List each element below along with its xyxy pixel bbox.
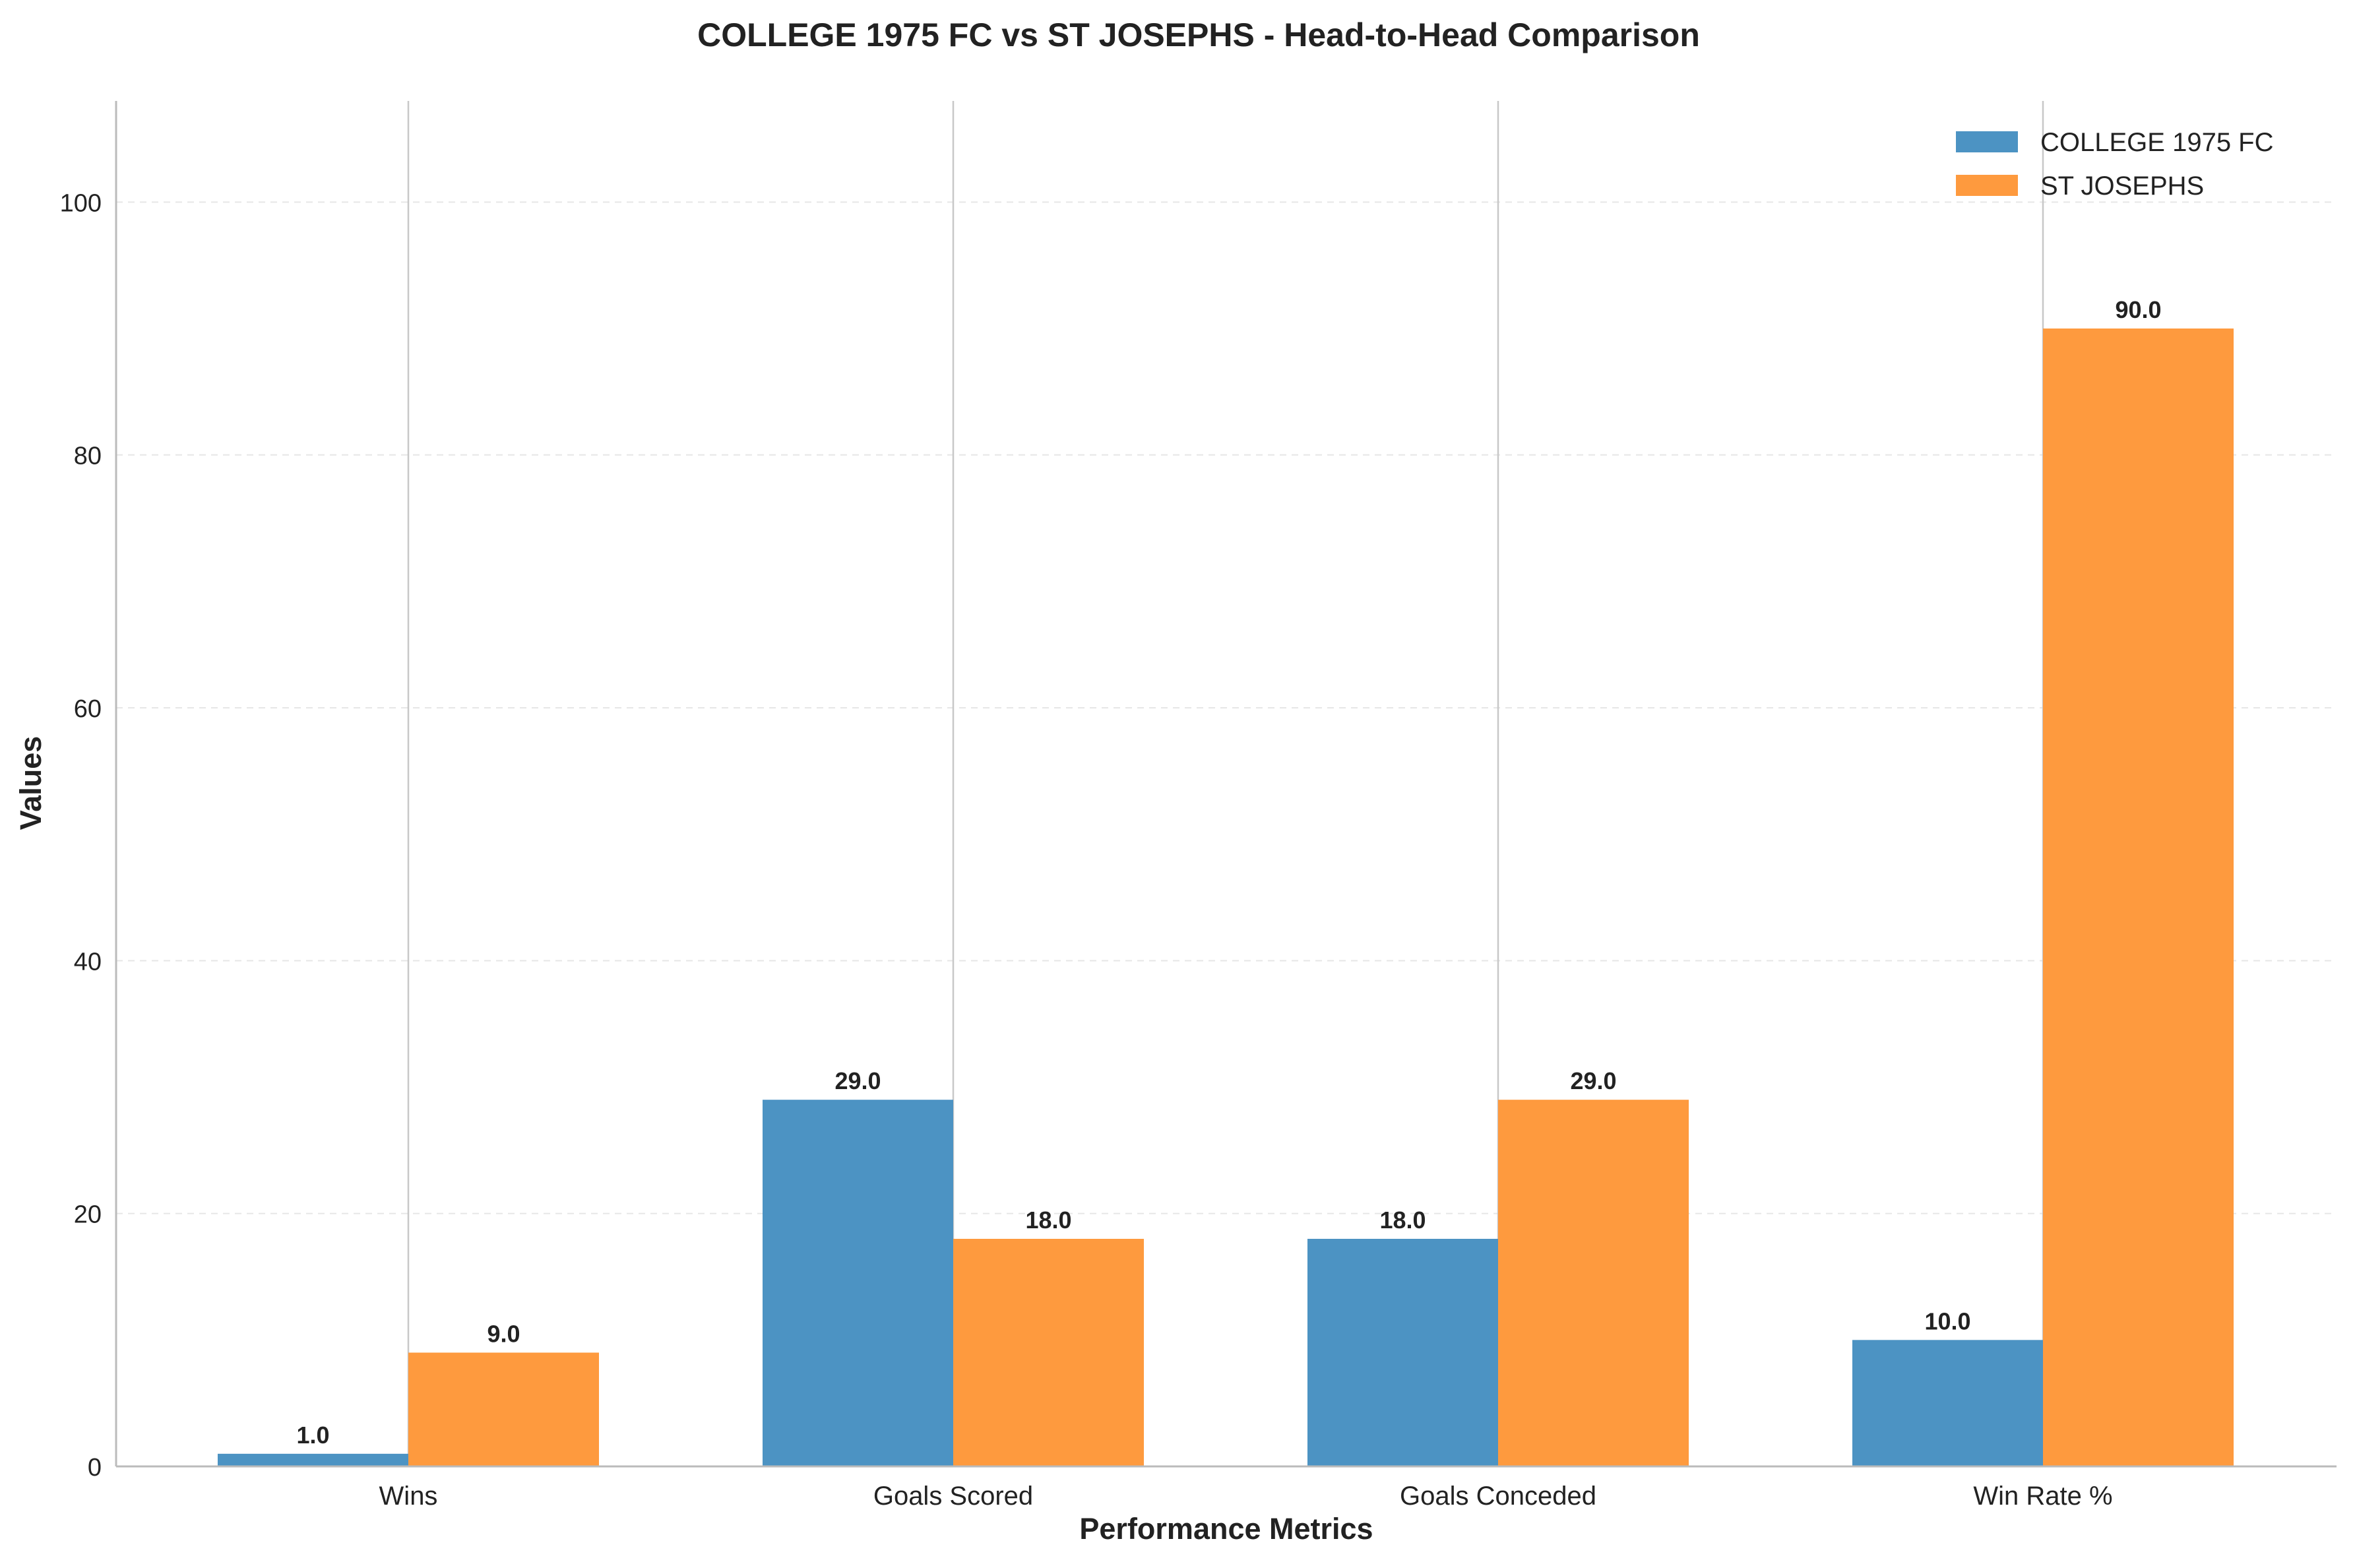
data-labels: 1.0 29.0 18.0 10.0 9.0 18.0 29.0 90.0 xyxy=(296,296,2161,1449)
bar xyxy=(408,1352,599,1466)
bar xyxy=(953,1239,1144,1466)
bars xyxy=(218,329,2234,1466)
y-tick-label: 100 xyxy=(60,189,102,217)
bar-value-label: 29.0 xyxy=(1570,1067,1616,1094)
bar-value-label: 18.0 xyxy=(1379,1207,1426,1234)
bar-value-label: 29.0 xyxy=(834,1067,881,1094)
y-tick-label: 20 xyxy=(74,1201,102,1229)
y-axis-label: Values xyxy=(14,736,47,831)
legend-label: COLLEGE 1975 FC xyxy=(2040,128,2274,157)
bar xyxy=(218,1453,408,1466)
bar xyxy=(2043,329,2234,1466)
bar-value-label: 10.0 xyxy=(1924,1307,1970,1334)
bar-value-label: 90.0 xyxy=(2115,296,2161,323)
bar-value-label: 1.0 xyxy=(296,1422,329,1449)
x-axis-label: Performance Metrics xyxy=(1079,1512,1373,1546)
bar xyxy=(1498,1100,1689,1466)
legend: COLLEGE 1975 FC ST JOSEPHS xyxy=(1956,128,2274,201)
y-tick-label: 40 xyxy=(74,948,102,976)
chart-title: COLLEGE 1975 FC vs ST JOSEPHS - Head-to-… xyxy=(697,16,1700,53)
legend-label: ST JOSEPHS xyxy=(2040,172,2204,201)
y-tick-label: 60 xyxy=(74,695,102,723)
tick-labels: 0 20 40 60 80 100 Wins Goals Scored Goals Conced… xyxy=(60,189,2113,1511)
x-tick-label: Goals Conceded xyxy=(1400,1482,1596,1511)
x-tick-label: Wins xyxy=(379,1482,438,1511)
bar-value-label: 9.0 xyxy=(487,1321,520,1348)
y-tick-label: 0 xyxy=(88,1454,102,1482)
bar xyxy=(763,1100,953,1466)
legend-swatch xyxy=(1956,131,2018,152)
bar xyxy=(1307,1239,1498,1466)
y-tick-label: 80 xyxy=(74,443,102,470)
bar xyxy=(1852,1340,2043,1466)
axes xyxy=(115,101,2337,1468)
legend-swatch xyxy=(1956,175,2018,196)
x-tick-label: Win Rate % xyxy=(1973,1482,2112,1511)
bar-value-label: 18.0 xyxy=(1025,1207,1071,1234)
x-tick-label: Goals Scored xyxy=(873,1482,1033,1511)
